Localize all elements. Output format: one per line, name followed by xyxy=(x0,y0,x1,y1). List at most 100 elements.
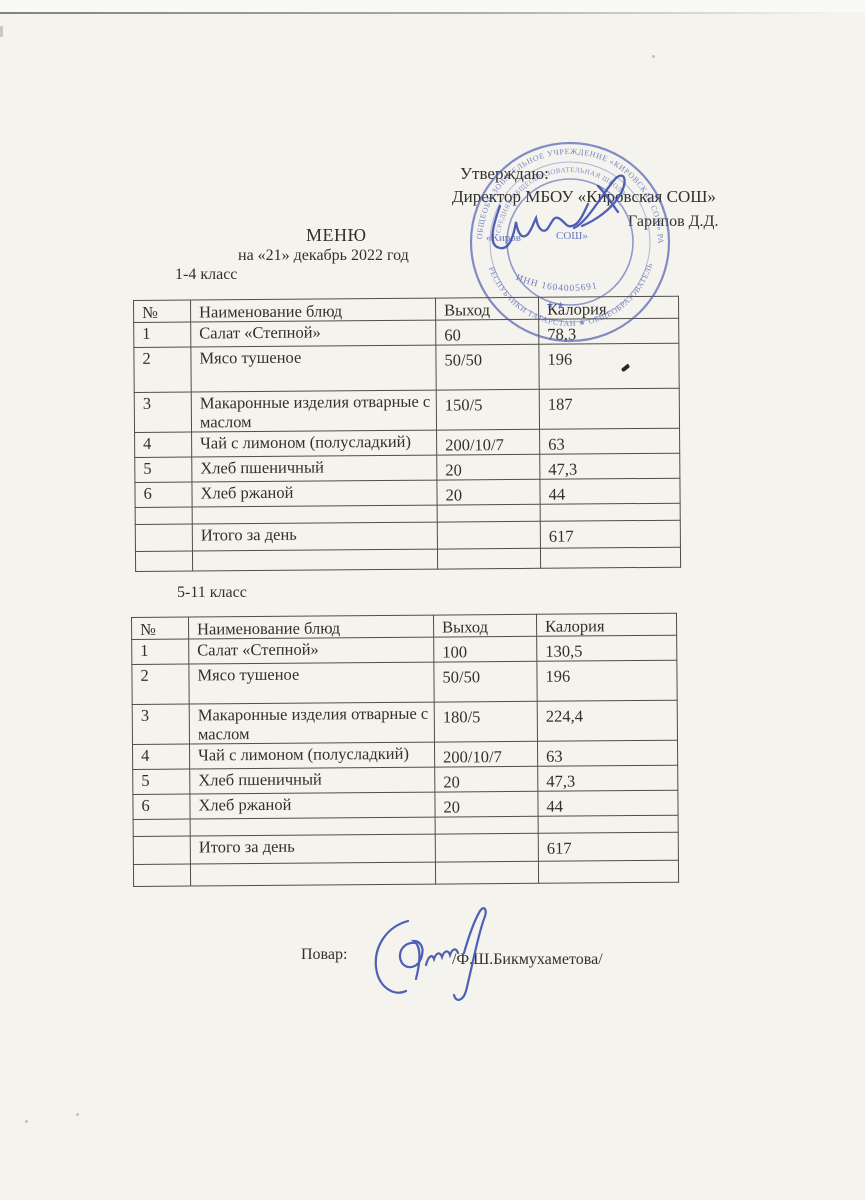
cell: Хлеб ржаной xyxy=(191,480,438,508)
cell: 5 xyxy=(132,769,190,795)
table-row: 3 Макаронные изделия отварные с маслом 1… xyxy=(134,388,680,433)
col-header: Наименование блюд xyxy=(190,298,436,323)
cell: 78,3 xyxy=(538,318,679,345)
col-header: Выход xyxy=(433,614,537,638)
cell: 187 xyxy=(539,388,680,430)
cell: 47,3 xyxy=(539,453,680,480)
cell: 200/10/7 xyxy=(434,741,538,768)
col-header: № xyxy=(133,300,191,323)
cell: 196 xyxy=(538,343,680,390)
cell: Салат «Степной» xyxy=(188,637,434,665)
cell: Чай с лимоном (полусладкий) xyxy=(189,742,435,770)
cell: 2 xyxy=(133,347,192,393)
cell xyxy=(133,819,191,837)
cell: 1 xyxy=(131,639,189,665)
cell: 6 xyxy=(132,794,191,820)
total-value: 617 xyxy=(540,520,681,549)
cell xyxy=(437,504,541,523)
cell: 196 xyxy=(536,660,678,702)
col-header: Выход xyxy=(435,297,539,321)
cell xyxy=(437,521,541,550)
cell xyxy=(538,815,679,834)
cell xyxy=(435,816,539,835)
empty-row xyxy=(135,547,681,572)
total-row: Итого за день 617 xyxy=(135,520,681,552)
cell: 50/50 xyxy=(433,661,538,703)
menu-table-5-11: № Наименование блюд Выход Калория 1 Сала… xyxy=(131,613,679,887)
cell: 20 xyxy=(434,791,539,818)
cell xyxy=(135,507,193,525)
page-title: МЕНЮ xyxy=(306,225,367,245)
cell: 130,5 xyxy=(536,635,677,662)
scan-corner-mark xyxy=(0,26,3,37)
scan-speck xyxy=(25,1120,28,1123)
cell: 4 xyxy=(134,432,192,458)
scan-speck xyxy=(76,1113,79,1116)
cell xyxy=(190,862,436,887)
cell xyxy=(133,836,191,865)
svg-text:ИНН 1604005691: ИНН 1604005691 xyxy=(514,273,598,294)
menu-date: на «21» декабрь 2022 год xyxy=(238,247,409,264)
menu-table-1-4: № Наименование блюд Выход Калория 1 Сала… xyxy=(133,296,681,572)
cell: Чай с лимоном (полусладкий) xyxy=(191,430,437,458)
cell: 3 xyxy=(132,704,190,745)
cell: Макаронные изделия отварные с маслом xyxy=(189,702,435,745)
cell: 44 xyxy=(539,478,681,505)
cell: 50/50 xyxy=(435,344,540,391)
col-header: Калория xyxy=(538,296,679,320)
table-row: 2 Мясо тушеное 50/50 196 xyxy=(131,660,678,705)
cell xyxy=(135,551,193,572)
cook-label: Повар: xyxy=(301,946,348,963)
cell xyxy=(192,505,438,525)
empty-row xyxy=(133,860,679,887)
cell: 100 xyxy=(433,636,537,663)
cell: Хлеб ржаной xyxy=(189,792,436,820)
cell: Хлеб пшеничный xyxy=(189,767,435,795)
table-row: 2 Мясо тушеное 50/50 196 xyxy=(133,343,680,393)
cell: 20 xyxy=(434,766,538,793)
cell: Салат «Степной» xyxy=(190,320,436,348)
cell: Мясо тушеное xyxy=(190,345,437,393)
cell: 63 xyxy=(539,428,680,455)
cell: 1 xyxy=(133,322,191,348)
cell: 47,3 xyxy=(537,765,678,792)
director-name: Гарипов Д.Д. xyxy=(628,213,719,230)
section-label-5-11: 5-11 класс xyxy=(177,584,247,601)
cell: 224,4 xyxy=(537,700,678,742)
cell: 63 xyxy=(537,740,678,767)
table-row: 3 Макаронные изделия отварные с маслом 1… xyxy=(132,700,678,745)
cell: 6 xyxy=(134,482,193,508)
cell xyxy=(540,503,681,522)
cell xyxy=(133,864,191,887)
scan-edge-line xyxy=(0,12,865,14)
cell xyxy=(192,549,438,572)
cell: 5 xyxy=(134,457,192,483)
total-row: Итого за день 617 xyxy=(133,832,679,865)
cell xyxy=(190,817,436,837)
cook-name: /Ф.Ш.Бикмухаметова/ xyxy=(452,951,603,968)
cell: Мясо тушеное xyxy=(188,662,435,705)
approval-line: Директор МБОУ «Кировская СОШ» xyxy=(452,187,716,206)
total-label: Итого за день xyxy=(190,834,436,865)
cell: 200/10/7 xyxy=(436,429,540,456)
approval-block: Утверждаю: Директор МБОУ «Кировская СОШ»… xyxy=(452,162,718,233)
cell: 20 xyxy=(436,454,540,481)
cell: Макаронные изделия отварные с маслом xyxy=(191,390,437,433)
cell: 4 xyxy=(132,744,190,770)
cell xyxy=(437,548,541,570)
cell: 44 xyxy=(537,790,679,817)
cell: 180/5 xyxy=(434,701,538,743)
total-label: Итого за день xyxy=(192,522,438,552)
approval-line: Утверждаю: xyxy=(460,164,549,183)
stamp-inn-text: ИНН 1604005691 xyxy=(514,273,597,294)
cell xyxy=(435,861,539,885)
col-header: Калория xyxy=(536,613,677,637)
cell: 20 xyxy=(436,479,541,506)
cell: 150/5 xyxy=(436,389,540,431)
cell xyxy=(538,860,679,884)
section-label-1-4: 1-4 класс xyxy=(175,266,238,283)
cell xyxy=(540,547,681,569)
cell: 60 xyxy=(435,319,539,346)
cell xyxy=(135,524,193,552)
